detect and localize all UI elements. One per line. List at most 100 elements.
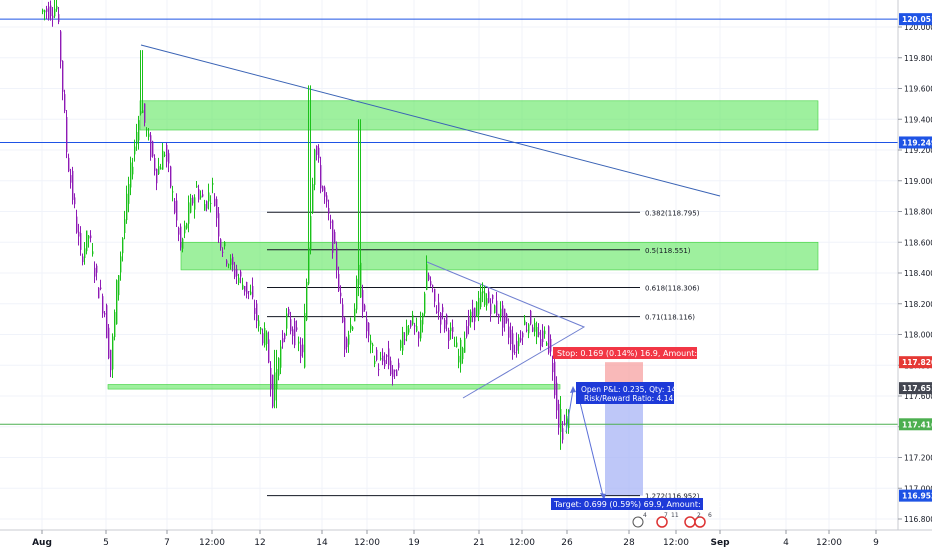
candle-body [362,290,364,313]
candle-body [552,362,554,373]
candle-body [180,226,182,248]
candle-body [318,147,320,159]
candle-body [196,185,198,188]
candle-body [304,312,306,368]
candle-body [450,327,452,332]
candle-body [240,271,242,277]
candle-body [110,349,112,371]
candle-body [146,129,148,131]
candle-body [100,287,102,289]
candle-body [356,278,358,310]
candle-body [442,307,444,313]
candle-body [294,320,296,346]
candle-body [238,277,240,283]
target-label-box[interactable] [551,498,703,510]
event-icon[interactable] [694,516,706,528]
event-icon[interactable] [684,516,696,528]
fib-level-label: 0.382(118.795) [645,209,700,217]
candle-body [518,337,520,347]
descending-trendline[interactable] [140,44,721,197]
candle-body [254,308,256,314]
price-label-box[interactable] [899,382,932,395]
support-resistance-zone[interactable] [180,241,819,271]
price-label-box[interactable] [899,13,932,26]
candle-body [104,313,106,315]
candle-body [128,184,130,204]
candle-body [288,309,290,315]
stop-label-box[interactable] [553,347,697,359]
candle-body [276,368,278,390]
price-label-box[interactable] [899,418,932,431]
candle-body [96,265,98,273]
candle-body [226,260,228,264]
candle-body [150,135,152,157]
candle-body [430,281,432,286]
candle-body [84,248,86,258]
candle-body [264,328,266,346]
candle-body [410,320,412,327]
risk-reward-label: Risk/Reward Ratio: 4.14 [584,394,673,403]
candle-body [384,359,386,367]
price-label-box[interactable] [899,489,932,502]
price-label-box[interactable] [899,356,932,369]
price-label: 117.651 [902,384,932,393]
candle-body [130,162,132,188]
candle-body [194,197,196,210]
candle-body [312,184,314,213]
candle-body [174,200,176,213]
candle-body [126,193,128,221]
event-icon[interactable] [656,516,668,528]
price-label: 117.416 [902,420,932,429]
candle-body [152,141,154,157]
x-tick-label: 7 [164,538,170,548]
candle-body [300,344,302,357]
candle-body [460,339,462,365]
y-tick-label: 116.800 [904,515,932,524]
candle-body [364,305,366,311]
candle-body [256,303,258,321]
candle-body [62,60,64,92]
candle-body [156,169,158,184]
price-label-box[interactable] [899,136,932,149]
candle-body [500,308,502,317]
candle-body [440,312,442,325]
y-tick-label: 117.600 [904,392,932,401]
candle-body [406,325,408,337]
candle-body [490,303,492,315]
candle-body [218,213,220,237]
support-resistance-zone[interactable] [107,384,561,390]
x-tick-label: 9 [873,538,879,548]
price-label: 116.952 [902,492,932,501]
candle-body [68,157,70,172]
x-tick-label: 12:00 [663,538,689,548]
support-resistance-zone[interactable] [139,100,819,131]
candle-body [296,327,298,330]
candle-body [144,103,146,123]
candle-body [112,336,114,370]
candle-body [132,166,134,175]
pnl-label-box[interactable] [576,382,674,404]
candle-body [262,333,264,344]
candle-body [162,150,164,170]
candle-body [472,308,474,317]
candle-body [538,332,540,336]
candle-body [354,308,356,322]
candle-body [274,372,276,401]
candle-body [186,223,188,229]
x-tick-label: 12:00 [509,538,535,548]
candle-body [268,339,270,363]
triangle-pattern[interactable] [426,261,586,399]
y-tick-label: 117.000 [904,484,932,493]
candle-body [108,327,110,359]
candle-body [528,324,530,334]
candle-body [494,305,496,314]
event-icon[interactable] [632,516,644,528]
candle-body [458,355,460,363]
candle-body [502,305,504,328]
candle-body [332,220,334,253]
position-reward-zone[interactable] [605,388,643,496]
candle-body [76,216,78,233]
y-tick-label: 119.400 [904,115,932,124]
